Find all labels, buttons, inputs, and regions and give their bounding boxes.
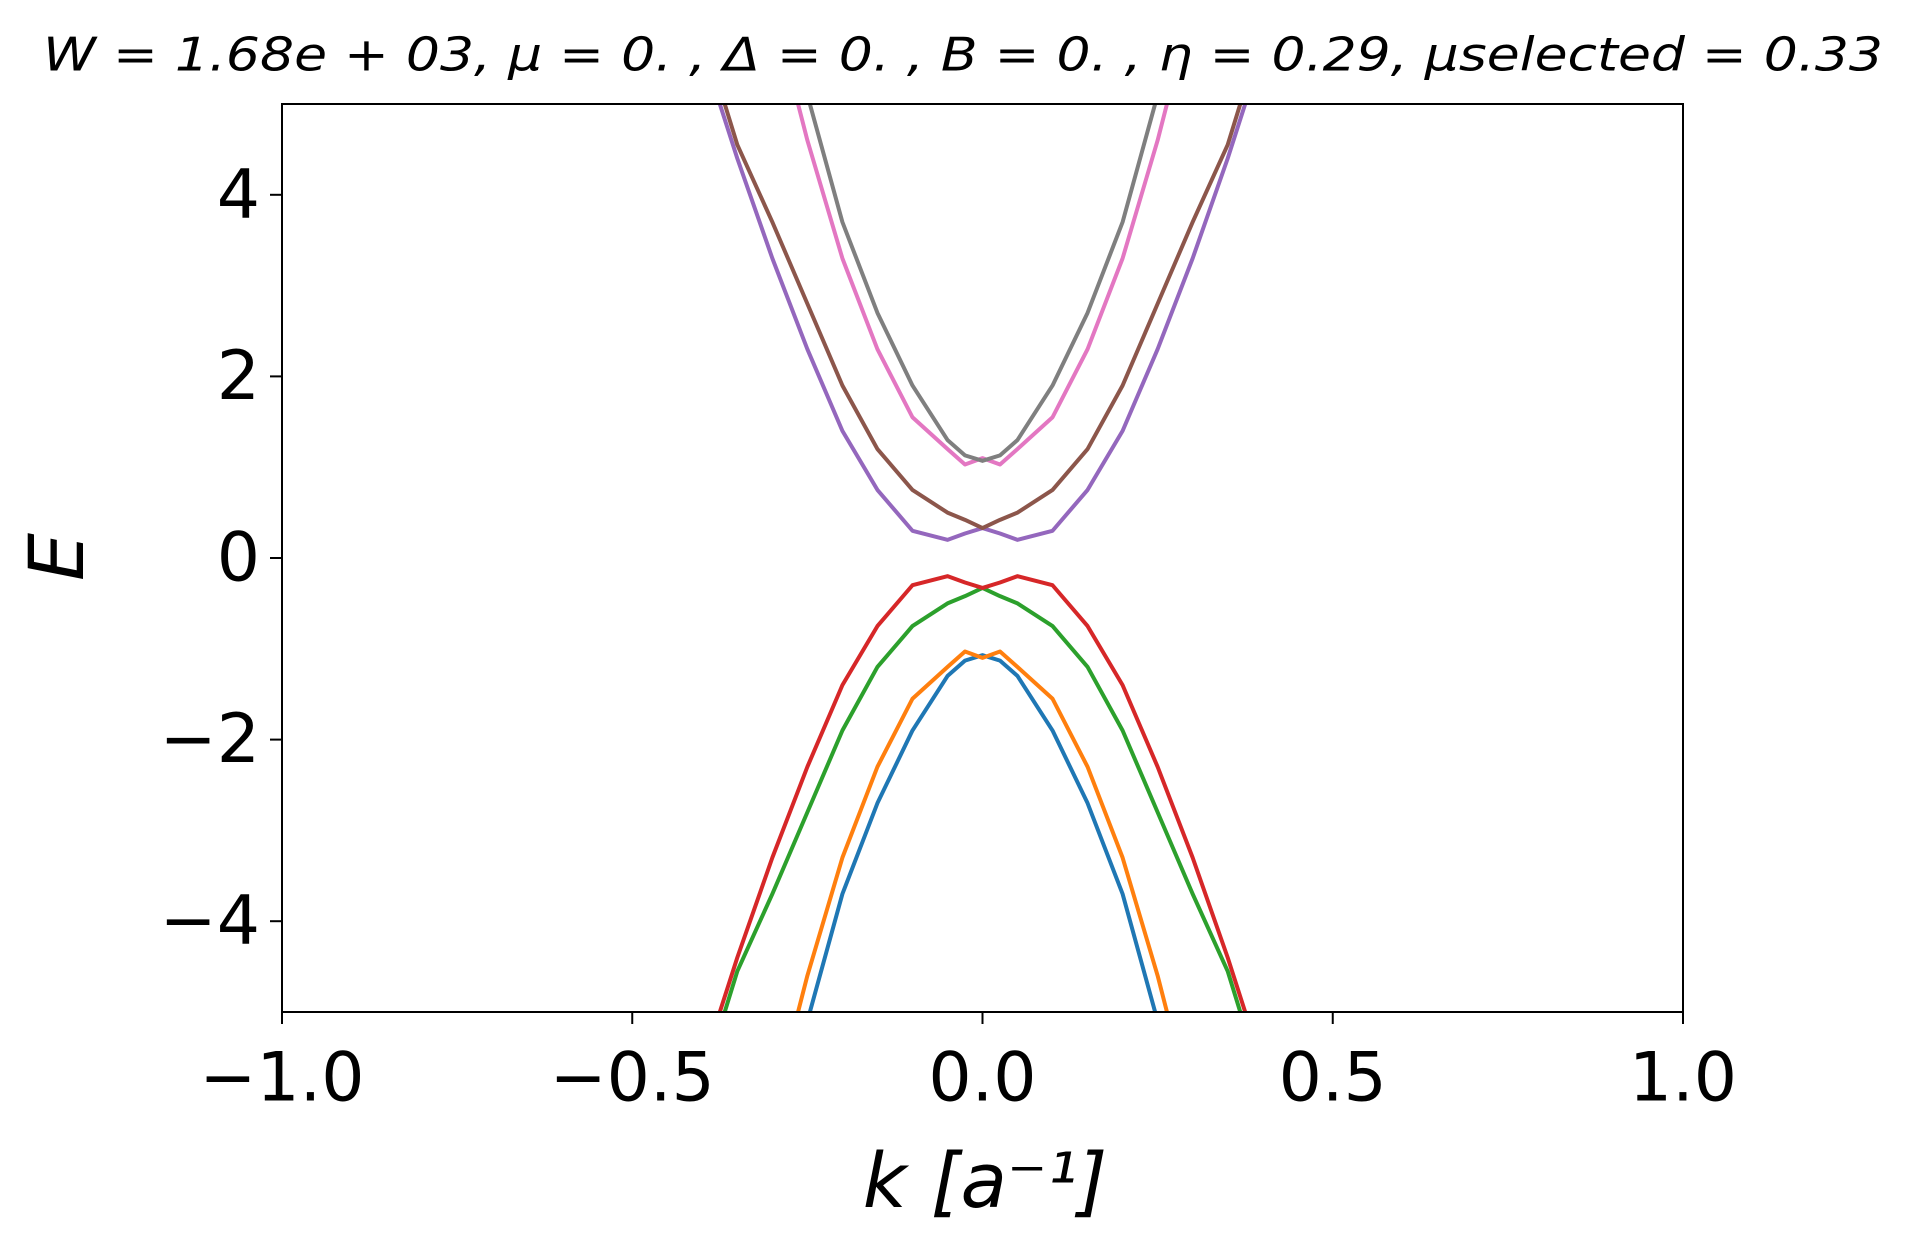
band-line — [807, 104, 1158, 463]
band-line — [722, 104, 1243, 531]
x-axis-label: k [a⁻¹] — [863, 1136, 1108, 1225]
band-line — [795, 104, 1170, 467]
x-tick-label: 1.0 — [1629, 1039, 1737, 1118]
x-tick-label: 0.5 — [1279, 1039, 1387, 1118]
band-line — [795, 649, 1170, 1012]
y-tick-label: −2 — [160, 700, 260, 779]
band-line — [717, 104, 1248, 542]
chart-title: W = 1.68e + 03, μ = 0. , Δ = 0. , B = 0.… — [43, 28, 1883, 82]
y-tick-label: −4 — [160, 882, 260, 961]
plot-frame — [281, 103, 1684, 1013]
band-line — [717, 574, 1248, 1012]
y-axis-label: E — [12, 533, 101, 581]
band-line — [807, 653, 1158, 1012]
band-line — [722, 585, 1243, 1012]
y-tick-label: 0 — [217, 519, 260, 598]
plot-lines — [717, 104, 1248, 1012]
y-tick-label: 2 — [217, 337, 260, 416]
x-tick-label: −0.5 — [550, 1039, 715, 1118]
x-tick-label: −1.0 — [199, 1039, 364, 1118]
x-tick-label: 0.0 — [928, 1039, 1036, 1118]
y-tick-label: 4 — [217, 155, 260, 234]
